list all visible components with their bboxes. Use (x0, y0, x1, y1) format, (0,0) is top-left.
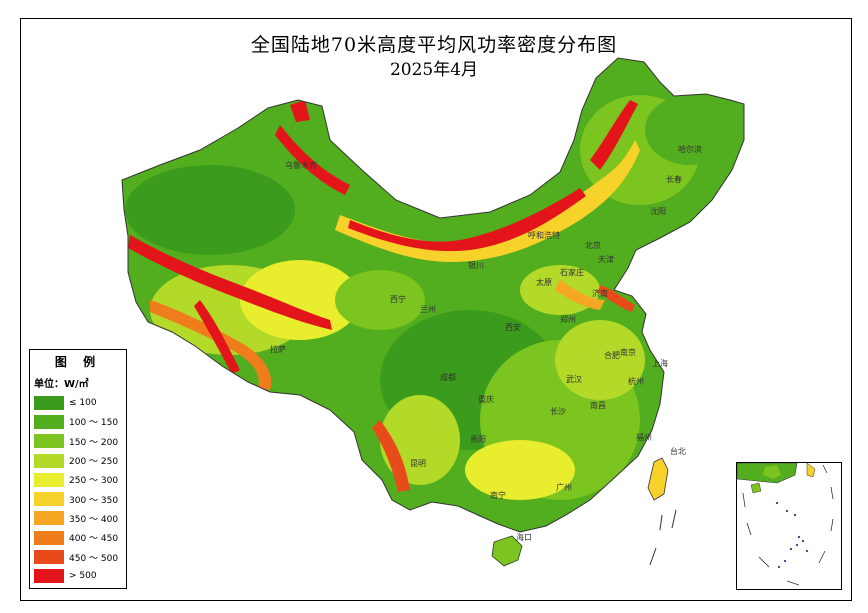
city-label-xian: 西安 (505, 322, 521, 332)
legend-items: ≤ 100 100 ～ 150 150 ～ 200 200 ～ 250 250 ～ 30… (30, 393, 126, 586)
city-label-taibei: 台北 (670, 446, 686, 456)
city-label-wulumuqi: 乌鲁木齐 (285, 160, 317, 170)
city-label-huhehaote: 呼和浩特 (528, 230, 560, 240)
map-title: 全国陆地70米高度平均风功率密度分布图 (250, 34, 618, 56)
map-legend: 图 例 单位：W/㎡ ≤ 100 100 ～ 150 150 ～ 200 200 ～ … (29, 349, 127, 589)
city-label-fuzhou: 福州 (636, 433, 652, 442)
city-label-hefei: 合肥 (604, 350, 620, 360)
legend-item: > 500 (30, 567, 126, 586)
legend-title: 图 例 (54, 355, 102, 369)
city-label-yinchuan: 银川 (468, 260, 484, 270)
legend-label: > 500 (69, 571, 97, 582)
city-label-taiyuan: 太原 (536, 277, 552, 287)
city-label-zhengzhou: 郑州 (560, 314, 576, 324)
legend-item: 450 ～ 500 (30, 547, 126, 566)
city-label-haikou: 海口 (516, 532, 532, 542)
city-label-tianjin: 天津 (598, 254, 614, 264)
legend-swatch (34, 472, 64, 487)
city-label-lasa: 拉萨 (270, 344, 286, 354)
map-subtitle: 2025年4月 (389, 60, 479, 80)
city-label-wuhan: 武汉 (566, 374, 582, 384)
legend-swatch (34, 511, 64, 526)
legend-label: 350 ～ 400 (69, 514, 119, 525)
city-label-jinan: 济南 (592, 288, 608, 298)
legend-item: 150 ～ 200 (30, 432, 126, 451)
legend-swatch (34, 395, 64, 410)
city-label-xining: 西宁 (390, 294, 406, 304)
legend-item: 400 ～ 450 (30, 528, 126, 547)
city-label-nanning: 南宁 (490, 490, 506, 500)
city-label-guangzhou: 广州 (556, 482, 572, 492)
legend-label: 150 ～ 200 (69, 437, 119, 448)
south-china-sea-inset (736, 462, 842, 590)
legend-swatch (34, 530, 64, 545)
legend-item: 200 ～ 250 (30, 451, 126, 470)
city-label-chengdu: 成都 (440, 372, 456, 382)
city-label-beijing: 北京 (585, 240, 601, 250)
boundary-dash (659, 514, 663, 531)
city-label-changchun: 长春 (666, 174, 682, 184)
legend-label: 200 ～ 250 (69, 457, 119, 468)
inset-map (737, 463, 834, 586)
legend-unit: 单位：W/㎡ (34, 379, 89, 390)
city-label-lanzhou: 兰州 (420, 304, 436, 314)
legend-item: 300 ～ 350 (30, 489, 126, 508)
legend-swatch (34, 569, 64, 584)
legend-label: 300 ～ 350 (69, 495, 119, 506)
city-label-hangzhou: 杭州 (628, 376, 644, 386)
boundary-dash (649, 547, 657, 566)
city-label-changsha: 长沙 (550, 406, 566, 416)
legend-label: 450 ～ 500 (69, 553, 119, 564)
legend-swatch (34, 414, 64, 429)
legend-label: 250 ～ 300 (69, 476, 119, 487)
legend-item: 250 ～ 300 (30, 470, 126, 489)
legend-swatch (34, 434, 64, 449)
legend-item: ≤ 100 (30, 393, 126, 412)
legend-item: 100 ～ 150 (30, 412, 126, 431)
city-label-nanjing: 南京 (620, 347, 636, 357)
legend-item: 350 ～ 400 (30, 509, 126, 528)
taiwan-island (647, 457, 669, 501)
legend-label: 400 ～ 450 (69, 534, 119, 545)
city-label-chongqing: 重庆 (478, 394, 494, 404)
legend-label: 100 ～ 150 (69, 418, 119, 429)
city-label-guiyang: 贵阳 (470, 434, 486, 444)
boundary-dash (671, 509, 677, 529)
city-label-haerbin: 哈尔滨 (678, 144, 702, 154)
legend-swatch (34, 550, 64, 565)
legend-label: ≤ 100 (69, 397, 97, 408)
city-label-shanghai: 上海 (652, 358, 668, 368)
hainan-island (491, 535, 523, 567)
city-label-kunming: 昆明 (410, 459, 426, 468)
city-label-shijiazhuang: 石家庄 (560, 267, 584, 277)
legend-swatch (34, 492, 64, 507)
city-label-nanchang: 南昌 (590, 400, 606, 410)
legend-swatch (34, 453, 64, 468)
city-label-shenyang: 沈阳 (650, 206, 666, 216)
